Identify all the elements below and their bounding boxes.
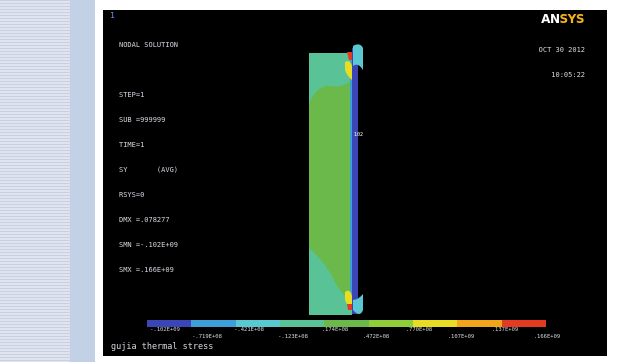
joint-bottom-yellow xyxy=(345,290,352,308)
joint-bottom xyxy=(353,294,363,314)
info-line: NODAL SOLUTION xyxy=(119,41,179,49)
joint-top-yellow xyxy=(345,61,352,80)
joint-top xyxy=(353,44,363,70)
legend-label: .107E+09 xyxy=(447,334,475,340)
contour-band-top xyxy=(309,53,352,104)
legend-label: -.421E+08 xyxy=(234,327,264,333)
legend-swatch xyxy=(235,320,280,327)
contour-band-bottom xyxy=(309,248,352,315)
timestamp: OCT 30 2012 10:05:22 xyxy=(539,29,585,96)
info-line: SY (AVG) xyxy=(119,166,179,174)
legend-swatch xyxy=(412,320,458,327)
date-text: OCT 30 2012 xyxy=(538,46,585,54)
color-legend-bar xyxy=(147,320,546,327)
info-line: SMX =.166E+09 xyxy=(119,266,174,274)
info-line: SUB =999999 xyxy=(119,116,166,124)
joint-top-red xyxy=(347,52,352,60)
legend-label: -.102E+09 xyxy=(150,327,180,333)
window-number: 1 xyxy=(110,11,115,20)
legend-label: .137E+09 xyxy=(491,327,519,333)
legend-label: .472E+08 xyxy=(362,334,390,340)
legend-label: .166E+09 xyxy=(533,334,561,340)
legend-label: .174E+08 xyxy=(321,327,349,333)
strip-edge xyxy=(350,56,352,308)
legend-swatch xyxy=(368,320,413,327)
info-line: STEP=1 xyxy=(119,91,145,99)
legend-label: -.719E+08 xyxy=(192,334,222,340)
legend-swatch xyxy=(324,320,369,327)
info-line: RSYS=0 xyxy=(119,191,145,199)
legend-swatch xyxy=(191,320,236,327)
legend-swatch xyxy=(147,320,192,327)
time-text: 10:05:22 xyxy=(551,71,585,79)
legend-label: -.123E+08 xyxy=(278,334,308,340)
legend-label: .770E+08 xyxy=(405,327,433,333)
info-line: DMX =.078277 xyxy=(119,216,170,224)
info-line: SMN =-.102E+09 xyxy=(119,241,179,249)
left-panel-stripes xyxy=(0,0,70,362)
solution-info: NODAL SOLUTION STEP=1 SUB =999999 TIME=1… xyxy=(119,24,178,291)
plot-caption: gujia thermal stress xyxy=(111,342,214,352)
stress-contour-model: 102 xyxy=(309,44,363,315)
graphics-window[interactable]: 1 NODAL SOLUTION STEP=1 SUB =999999 TIME… xyxy=(103,10,607,356)
node-label: 102 xyxy=(354,132,363,138)
legend-swatch xyxy=(501,320,546,327)
joint-bottom-red xyxy=(347,304,352,310)
legend-swatch xyxy=(457,320,502,327)
info-line: TIME=1 xyxy=(119,141,145,149)
model-strip xyxy=(352,48,358,314)
left-panel-band xyxy=(70,0,95,362)
ansys-logo: ANSYS xyxy=(541,12,584,26)
legend-swatch xyxy=(279,320,325,327)
